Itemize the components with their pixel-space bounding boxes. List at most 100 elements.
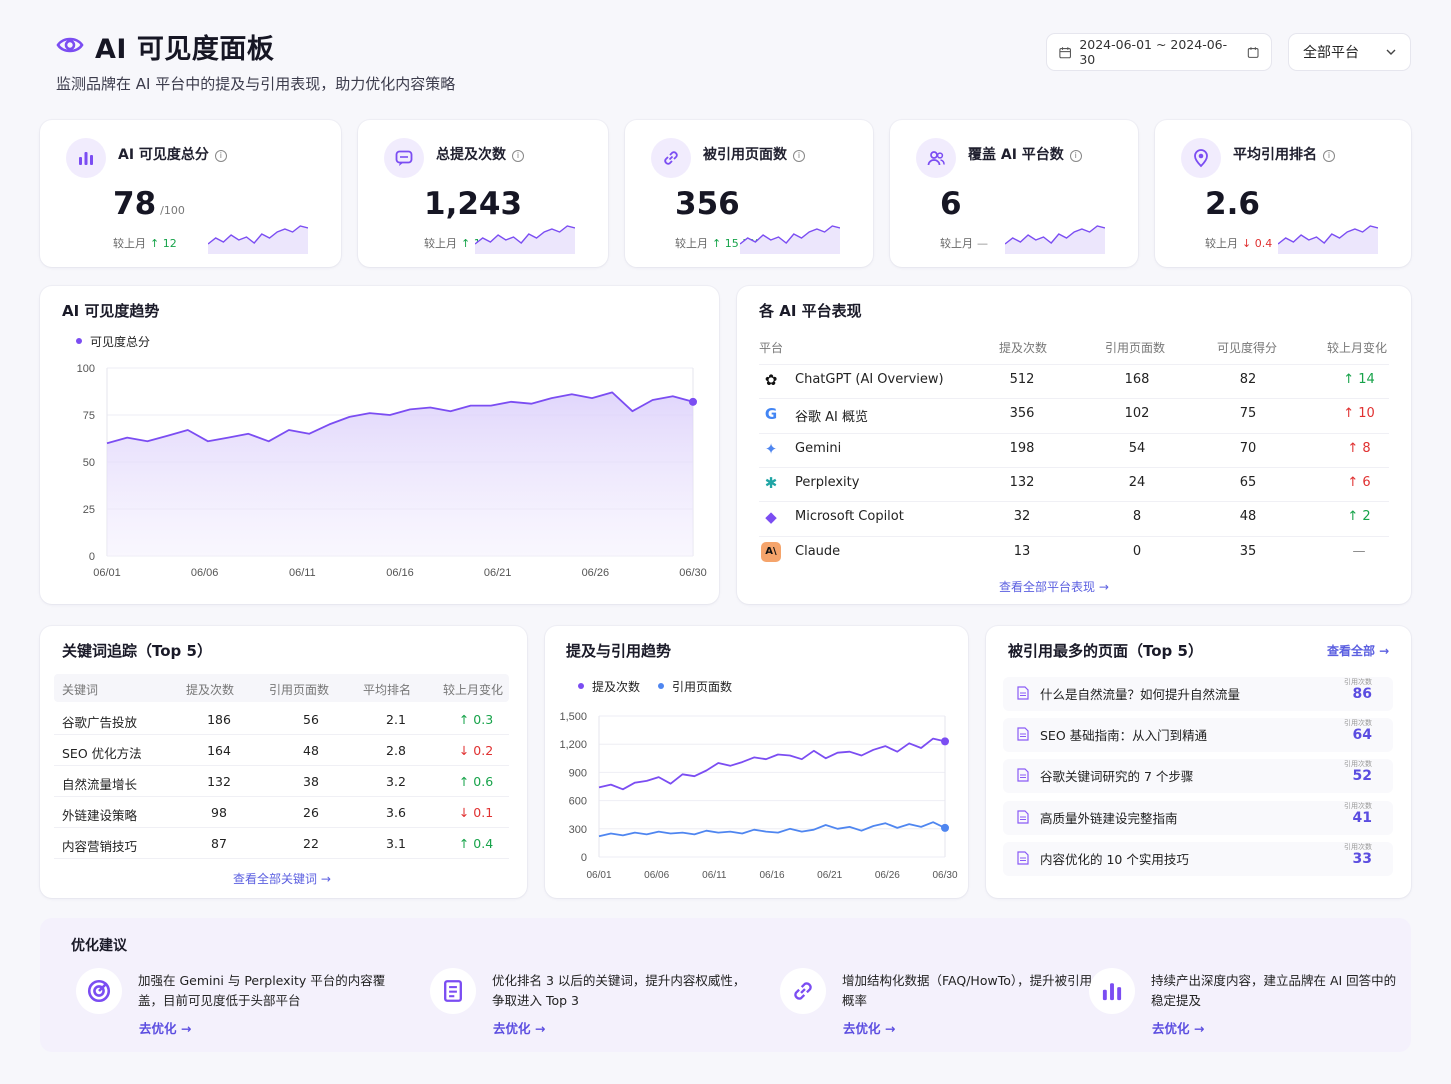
series-line xyxy=(598,737,946,791)
data-point xyxy=(689,397,697,406)
file-icon xyxy=(1017,726,1029,745)
visibility-trend-title: AI 可见度趋势 xyxy=(62,302,160,320)
kpi-value-number: 78 xyxy=(113,186,157,222)
date-range-picker[interactable]: 2024-06-01 ~ 2024-06-30 xyxy=(1046,33,1272,71)
info-icon[interactable]: i xyxy=(793,150,805,162)
kpi-compare-label: 较上月 xyxy=(675,237,708,250)
platform-name[interactable]: 谷歌 AI 概览 xyxy=(795,410,868,426)
platform-score: 65 xyxy=(1239,474,1257,490)
kpi-value: 6 xyxy=(940,186,962,222)
citation-count: 86 xyxy=(1352,686,1372,702)
info-icon[interactable]: i xyxy=(214,150,227,162)
page-title-link[interactable]: 什么是自然流量？如何提升自然流量 xyxy=(1040,687,1241,702)
x-tick-label: 06/06 xyxy=(644,870,669,881)
visibility-trend-card: AI 可见度趋势 可见度总分 100 75 50 25 0 06/01 06/06 06/11… xyxy=(40,286,719,604)
kpi-card: AI 可见度总分 i 78/100 较上月 ↑ 12 xyxy=(40,120,341,267)
top-pages-title: 被引用最多的页面（Top 5） xyxy=(1008,642,1203,660)
page-row-bg[interactable] xyxy=(1003,759,1393,794)
page-row-bg[interactable] xyxy=(1003,800,1393,835)
page-title-link[interactable]: 高质量外链建设完整指南 xyxy=(1040,810,1178,826)
keyword-rank: 3.2 xyxy=(386,774,406,789)
row-divider xyxy=(54,765,509,766)
citation-count-label: 引用次数 xyxy=(1344,678,1372,686)
platform-pages: 54 xyxy=(1128,440,1146,456)
file-icon xyxy=(1017,767,1029,786)
page-row-bg[interactable] xyxy=(1003,677,1393,711)
platform-performance-card: 各 AI 平台表现 平台 提及次数 引用页面数 可见度得分 较上月变化 ✿ ChatGPT … xyxy=(737,286,1411,604)
gemini-icon: ✦ xyxy=(764,439,778,458)
x-tick-label: 06/11 xyxy=(702,870,727,881)
kpi-label: 覆盖 AI 平台数 i xyxy=(968,144,1082,164)
platform-name[interactable]: Gemini xyxy=(795,440,842,456)
platform-name[interactable]: ChatGPT (AI Overview) xyxy=(795,372,944,387)
platform-name[interactable]: Microsoft Copilot xyxy=(795,509,904,525)
page-row-bg[interactable] xyxy=(1003,718,1393,753)
chat-bubble-icon xyxy=(395,150,413,166)
table-header: 平均排名 xyxy=(363,683,412,697)
page-title-link[interactable]: 内容优化的 10 个实用技巧 xyxy=(1040,851,1189,867)
citation-count: 33 xyxy=(1352,850,1372,867)
optimize-link[interactable]: 去优化 → xyxy=(1152,1021,1205,1036)
citation-count-label: 引用次数 xyxy=(1344,719,1372,728)
platform-name[interactable]: Claude xyxy=(795,543,841,559)
page-row-bg[interactable] xyxy=(1003,841,1393,876)
legend-visibility-label: 可见度总分 xyxy=(90,335,151,349)
kpi-value: 356 xyxy=(675,186,740,222)
document-icon xyxy=(444,980,462,1002)
bar-chart-icon xyxy=(1102,983,1122,1001)
kpi-icon-wrap xyxy=(1181,138,1221,178)
row-divider xyxy=(54,734,509,735)
kpi-icon-wrap xyxy=(916,138,956,178)
suggestion-icon-wrap xyxy=(780,968,826,1014)
info-icon[interactable]: i xyxy=(1069,150,1082,162)
legend-mentions-label: 提及次数 xyxy=(592,680,641,694)
keyword-change: ↑ 0.3 xyxy=(458,712,494,727)
sparkline-area xyxy=(1005,226,1105,254)
kpi-icon-wrap xyxy=(651,138,691,178)
keyword-name[interactable]: SEO 优化方法 xyxy=(62,746,142,761)
y-tick-label: 600 xyxy=(569,796,587,808)
keyword-change: ↑ 0.6 xyxy=(458,774,494,789)
kpi-label-text: AI 可见度总分 xyxy=(118,147,209,163)
keyword-name[interactable]: 外链建设策略 xyxy=(62,808,138,823)
y-tick-label: 0 xyxy=(89,551,95,563)
view-all-pages-link[interactable]: 查看全部 → xyxy=(1327,644,1390,658)
row-divider xyxy=(54,827,509,828)
kpi-compare-label: 较上月 xyxy=(940,237,973,250)
view-all-platforms-link[interactable]: 查看全部平台表现 → xyxy=(999,580,1109,594)
visibility-trend-chart: 100 75 50 25 0 06/01 06/06 06/11 06/16 06/21 06/26… xyxy=(77,363,707,579)
keyword-name[interactable]: 自然流量增长 xyxy=(62,777,138,792)
optimize-link[interactable]: 去优化 → xyxy=(493,1021,546,1036)
platform-mentions: 356 xyxy=(1009,406,1035,422)
platform-name[interactable]: Perplexity xyxy=(795,474,860,490)
optimize-link[interactable]: 去优化 → xyxy=(139,1021,192,1036)
kpi-label: 被引用页面数 i xyxy=(703,144,805,164)
table-header: 提及次数 xyxy=(999,341,1048,355)
table-header: 较上月变化 xyxy=(443,683,504,697)
claude-icon: A\ xyxy=(761,541,781,562)
top-pages-card: 被引用最多的页面（Top 5） 查看全部 → 什么是自然流量？如何提升自然流量引… xyxy=(986,626,1411,898)
citation-count-label: 引用次数 xyxy=(1344,760,1372,769)
platform-pages: 168 xyxy=(1124,372,1150,387)
kpi-unit: /100 xyxy=(160,204,185,217)
page-title-link[interactable]: 谷歌关键词研究的 7 个步骤 xyxy=(1040,769,1194,785)
view-all-keywords-link[interactable]: 查看全部关键词 → xyxy=(233,872,331,886)
platform-select[interactable]: 全部平台 xyxy=(1288,33,1411,71)
info-icon[interactable]: i xyxy=(512,150,524,162)
suggestion-icon-wrap xyxy=(430,968,476,1014)
keyword-pages: 22 xyxy=(303,836,319,851)
keyword-name[interactable]: 谷歌广告投放 xyxy=(62,715,138,730)
info-icon[interactable]: i xyxy=(1323,150,1335,162)
keyword-name[interactable]: 内容营销技巧 xyxy=(62,839,138,854)
kpi-value-number: 6 xyxy=(940,186,962,222)
x-tick-label: 06/26 xyxy=(582,567,610,579)
y-tick-label: 300 xyxy=(569,824,587,836)
page-title-link[interactable]: SEO 基础指南：从入门到精通 xyxy=(1040,728,1208,744)
kpi-value-number: 2.6 xyxy=(1205,186,1260,222)
optimize-link[interactable]: 去优化 → xyxy=(843,1021,896,1036)
x-tick-label: 06/21 xyxy=(817,870,842,881)
sparkline-line xyxy=(1278,225,1378,245)
platform-score: 82 xyxy=(1239,372,1257,387)
kpi-sparkline xyxy=(740,225,840,254)
platform-change: ↑ 6 xyxy=(1347,474,1371,490)
